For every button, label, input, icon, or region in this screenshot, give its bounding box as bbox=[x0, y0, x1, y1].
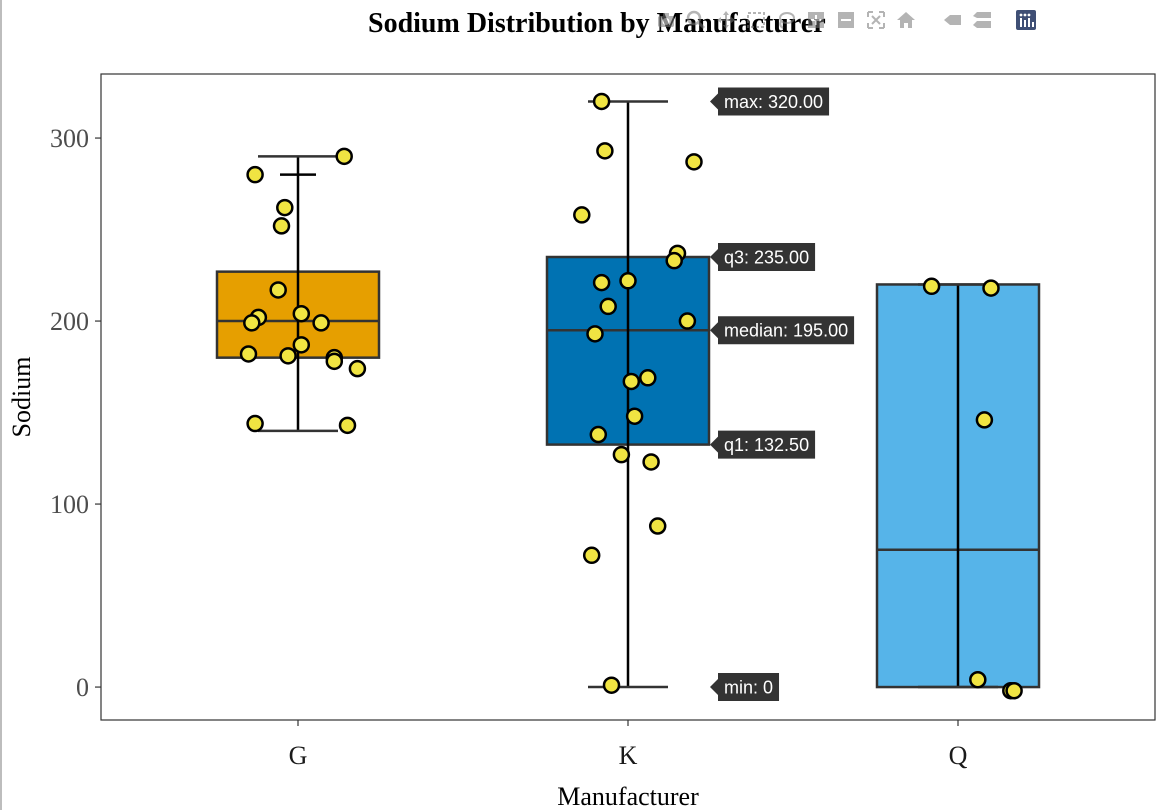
data-point-K bbox=[592, 273, 611, 292]
x-tick-label: G bbox=[289, 741, 308, 770]
data-point-K bbox=[665, 251, 683, 270]
zoom-out-icon[interactable] bbox=[835, 9, 857, 31]
data-point-K bbox=[592, 92, 611, 111]
data-point-K bbox=[639, 369, 657, 387]
hover-label-text: median: 195.00 bbox=[724, 321, 848, 341]
hover-label-text: q3: 235.00 bbox=[724, 248, 809, 268]
box-K bbox=[545, 100, 711, 689]
hover-label-box bbox=[710, 87, 830, 116]
data-point-K bbox=[586, 325, 604, 343]
data-point-G bbox=[246, 414, 264, 433]
autoscale-icon[interactable] bbox=[865, 9, 887, 31]
home-icon[interactable] bbox=[895, 9, 917, 31]
zoom-icon[interactable] bbox=[685, 9, 707, 31]
pan-icon[interactable] bbox=[715, 9, 737, 31]
data-point-K bbox=[573, 206, 591, 224]
boxes-layer bbox=[215, 100, 1041, 689]
box-G bbox=[215, 155, 381, 433]
data-point-K bbox=[602, 676, 621, 694]
y-tick-label: 200 bbox=[50, 307, 89, 336]
data-point-K bbox=[612, 445, 631, 464]
points-layer bbox=[239, 92, 1023, 700]
data-point-G bbox=[312, 314, 330, 332]
data-point-K bbox=[622, 372, 641, 391]
data-point-Q bbox=[982, 279, 1000, 297]
hover-label-text: q1: 132.50 bbox=[724, 435, 809, 455]
hover-label: q3: 235.00 bbox=[710, 243, 816, 272]
data-point-G bbox=[276, 198, 294, 217]
data-point-G bbox=[348, 359, 367, 378]
spike-icon[interactable] bbox=[941, 9, 963, 31]
data-point-G bbox=[325, 352, 344, 371]
x-tick-label: K bbox=[619, 741, 638, 770]
zoom-in-icon[interactable] bbox=[805, 9, 827, 31]
data-point-Q bbox=[1005, 681, 1023, 700]
x-axis-title: Manufacturer bbox=[557, 782, 699, 810]
y-axis-title: Sodium bbox=[7, 357, 36, 438]
compare-icon[interactable] bbox=[971, 9, 993, 31]
x-tick-label: Q bbox=[949, 741, 968, 770]
hover-label: max: 320.00 bbox=[710, 87, 830, 116]
hover-label-text: min: 0 bbox=[724, 678, 773, 698]
data-point-K bbox=[625, 407, 644, 425]
data-point-G bbox=[272, 217, 291, 235]
camera-icon[interactable] bbox=[655, 9, 677, 31]
data-point-G bbox=[335, 147, 353, 166]
hover-labels-layer: max: 320.00 q3: 235.00 median: 195.00 q1: 1… bbox=[710, 87, 855, 702]
data-point-K bbox=[582, 546, 601, 565]
modebar bbox=[655, 4, 1037, 36]
data-point-G bbox=[292, 304, 311, 323]
box-select-icon[interactable] bbox=[745, 9, 767, 31]
plotly-logo-icon[interactable] bbox=[1015, 9, 1037, 31]
hover-label: q1: 132.50 bbox=[710, 430, 816, 459]
data-point-K bbox=[642, 453, 660, 471]
axes-layer: 0 100 200 300 G K Q bbox=[50, 124, 968, 770]
data-point-Q bbox=[969, 670, 987, 689]
data-point-K bbox=[596, 142, 614, 160]
data-point-K bbox=[619, 272, 637, 290]
y-tick-label: 0 bbox=[76, 673, 89, 702]
data-point-K bbox=[589, 425, 608, 444]
hover-label-box bbox=[710, 673, 780, 702]
y-tick-label: 300 bbox=[50, 124, 89, 153]
data-point-G bbox=[243, 314, 261, 332]
data-point-K bbox=[599, 297, 617, 316]
hover-label: median: 195.00 bbox=[710, 316, 855, 345]
data-point-G bbox=[292, 336, 311, 354]
data-point-G bbox=[279, 347, 297, 365]
hover-label: min: 0 bbox=[710, 673, 780, 702]
data-point-Q bbox=[922, 277, 941, 296]
data-point-G bbox=[338, 416, 357, 435]
data-point-K bbox=[678, 312, 697, 330]
hover-label-box bbox=[710, 243, 816, 272]
data-point-G bbox=[239, 345, 258, 363]
data-point-K bbox=[685, 153, 703, 171]
lasso-icon[interactable] bbox=[775, 9, 797, 31]
data-point-K bbox=[648, 517, 667, 535]
box-Q bbox=[875, 283, 1041, 689]
hover-label-box bbox=[710, 430, 816, 459]
data-point-Q bbox=[975, 411, 994, 429]
hover-label-text: max: 320.00 bbox=[724, 92, 823, 112]
data-point-G bbox=[246, 165, 264, 184]
y-tick-label: 100 bbox=[50, 490, 89, 519]
hover-label-box bbox=[710, 316, 855, 345]
data-point-G bbox=[269, 281, 287, 299]
